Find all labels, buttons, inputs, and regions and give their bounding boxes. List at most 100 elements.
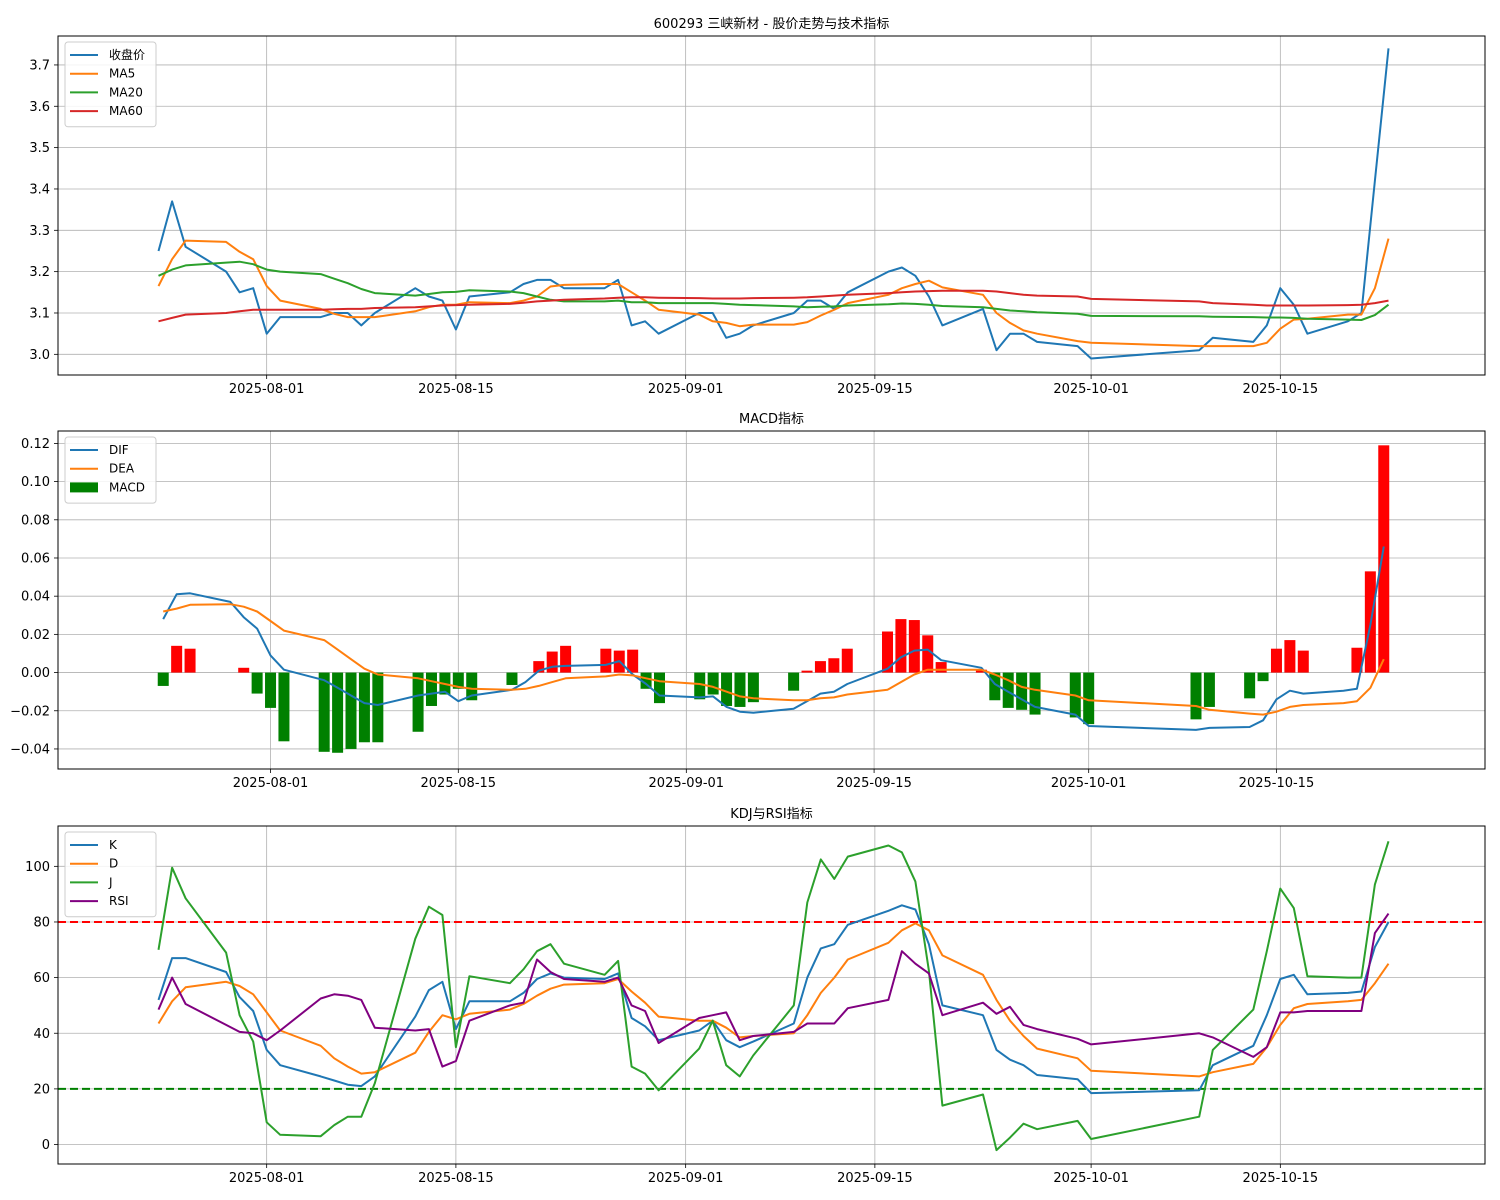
macd-bar [278,672,290,742]
panel-title: KDJ与RSI指标 [730,807,813,822]
macd-bar [358,672,370,743]
macd-bar [560,645,572,673]
macd-bar [1029,672,1041,715]
y-tick-label: 0.08 [21,513,50,528]
y-tick-label: 60 [33,971,50,986]
macd-bar [627,649,639,673]
x-tick-label: 2025-10-15 [1239,776,1315,791]
macd-bar [841,648,853,673]
legend-label: MA60 [109,104,143,118]
series-line-J [157,840,1390,1152]
macd-bar [412,672,424,732]
series-line-DEA [162,603,1385,716]
legend-label: MA5 [109,67,135,81]
panel-1: 600293 三峡新材 - 股价走势与技术指标 2025-08-01 2025-08… [29,16,1486,397]
series-line-RSI [157,913,1390,1068]
series-line-DIF [162,546,1385,731]
panel-title: 600293 三峡新材 - 股价走势与技术指标 [654,16,890,32]
macd-bar [1190,672,1202,720]
x-tick-label: 2025-08-01 [229,382,305,397]
macd-bar [814,661,826,673]
panel-title: MACD指标 [739,412,804,427]
legend-label: D [109,857,118,871]
plot-frame [57,825,1486,1165]
macd-bar [734,672,746,707]
macd-bar [157,672,169,686]
x-tick-label: 2025-10-01 [1051,776,1127,791]
x-tick-label: 2025-10-01 [1053,382,1129,397]
plot-frame [57,430,1486,770]
macd-bar [694,672,706,700]
y-tick-label: 3.6 [29,100,50,115]
macd-bar [466,672,478,701]
macd-bar [318,672,330,752]
x-tick-label: 2025-08-01 [229,1171,305,1186]
macd-bar [1016,672,1028,710]
x-tick-label: 2025-08-15 [421,776,497,791]
macd-bar [989,672,1001,701]
legend-label: MA20 [109,85,143,99]
macd-bar [1203,672,1215,707]
y-tick-label: 3.2 [29,265,50,280]
macd-bar [975,669,987,673]
legend-label: MACD [109,480,145,494]
macd-bar [238,667,250,673]
y-tick-label: 0.06 [21,551,50,566]
macd-bar [251,672,263,694]
macd-bar [1284,640,1296,673]
macd-bar [788,672,800,691]
macd-bar [506,672,518,685]
legend-label: RSI [109,894,129,908]
macd-bar [372,672,384,743]
macd-bar [1351,647,1363,673]
y-tick-label: −0.02 [10,704,50,719]
macd-bar [1378,445,1390,673]
macd-bar [882,631,894,673]
macd-bar [265,672,277,708]
macd-bar [801,670,813,673]
macd-bar [533,661,545,673]
legend: KDJ RSI [64,831,157,918]
macd-bar [1244,672,1256,699]
series-line-MA60 [158,289,1389,323]
x-tick-label: 2025-10-15 [1243,382,1319,397]
macd-bar [1297,650,1309,673]
macd-bar [895,619,907,673]
y-tick-label: 3.4 [29,182,50,197]
macd-bar [1257,672,1269,682]
x-tick-label: 2025-10-01 [1053,1171,1129,1186]
macd-bar [1002,672,1014,708]
y-tick-label: 3.3 [29,224,50,239]
y-tick-label: 100 [25,860,50,875]
y-tick-label: 0.12 [21,437,50,452]
legend-label: K [109,838,118,852]
macd-bar [425,672,437,706]
y-tick-label: 40 [33,1027,50,1042]
x-tick-label: 2025-09-15 [836,776,912,791]
legend-label: DEA [109,462,135,476]
series-line-收盘价 [157,48,1390,360]
macd-bar [600,648,612,673]
macd-bar [184,648,196,673]
legend-box [64,831,157,918]
x-tick-label: 2025-08-01 [233,776,309,791]
macd-bar [707,672,719,695]
y-tick-label: 0.00 [21,666,50,681]
x-tick-label: 2025-09-15 [837,1171,913,1186]
macd-bar [640,672,652,689]
plot-frame [57,35,1486,376]
series-line-MA5 [157,238,1390,348]
x-tick-label: 2025-09-01 [648,1171,724,1186]
macd-bar [908,620,920,673]
legend-box [64,41,157,128]
macd-bar [922,635,934,673]
macd-bar [1083,672,1095,725]
x-tick-label: 2025-09-15 [837,382,913,397]
legend: DIF DEA MACD [64,436,157,504]
y-tick-label: 0.02 [21,628,50,643]
macd-bar [1270,648,1282,673]
x-tick-label: 2025-08-15 [418,1171,494,1186]
x-tick-label: 2025-08-15 [418,382,494,397]
x-tick-label: 2025-09-01 [649,776,725,791]
